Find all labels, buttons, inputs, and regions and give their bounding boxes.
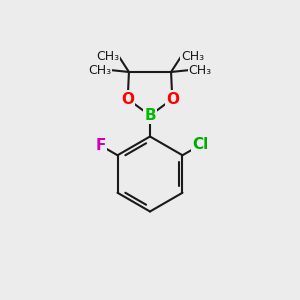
Text: F: F: [95, 138, 106, 153]
Text: CH₃: CH₃: [181, 50, 204, 63]
Text: Cl: Cl: [193, 137, 209, 152]
Text: B: B: [144, 108, 156, 123]
Text: CH₃: CH₃: [96, 50, 119, 63]
Text: CH₃: CH₃: [89, 64, 112, 77]
Text: CH₃: CH₃: [188, 64, 211, 77]
Text: O: O: [121, 92, 134, 106]
Text: O: O: [166, 92, 179, 106]
